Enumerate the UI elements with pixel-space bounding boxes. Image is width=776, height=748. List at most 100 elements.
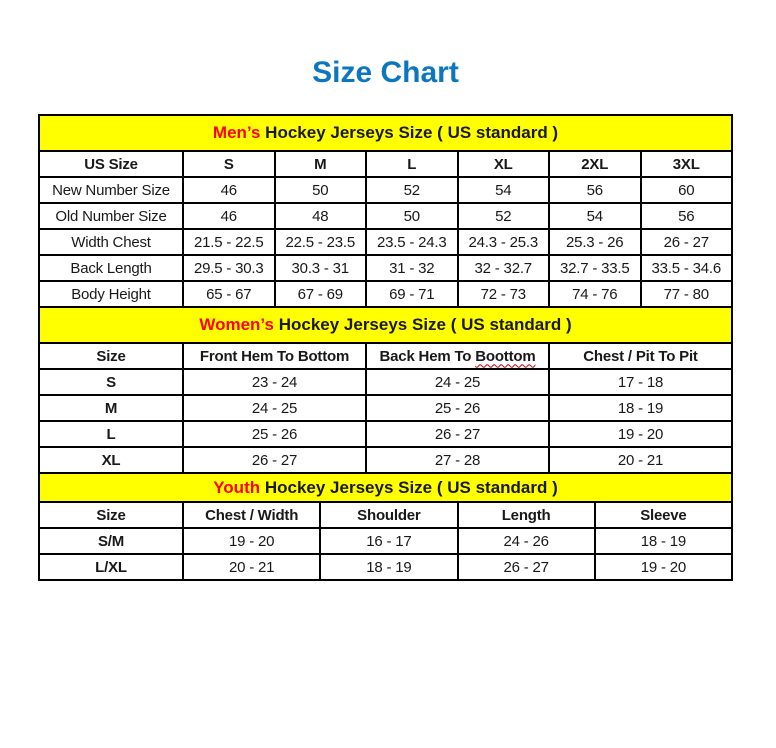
row-label: Old Number Size [38, 202, 184, 230]
cell: 67 - 69 [273, 280, 367, 308]
cell: 54 [548, 202, 642, 230]
table-row: Old Number Size 46 48 50 52 54 56 [38, 202, 733, 230]
cell: 33.5 - 34.6 [639, 254, 733, 282]
youth-section-title: Youth Hockey Jerseys Size ( US standard … [38, 472, 733, 503]
cell: 65 - 67 [182, 280, 276, 308]
mens-size-table: Men’s Hockey Jerseys Size ( US standard … [38, 114, 733, 308]
cell: 50 [273, 176, 367, 204]
cell: 56 [548, 176, 642, 204]
column-header: US Size [38, 150, 184, 178]
page-title: Size Chart [312, 56, 459, 89]
youth-section-title-highlight: Youth [213, 477, 261, 497]
womens-section-title-rest: Hockey Jerseys Size ( US standard ) [273, 315, 572, 334]
table-row: S 23 - 24 24 - 25 17 - 18 [38, 368, 733, 396]
youth-column-header-row: Size Chest / Width Shoulder Length Sleev… [38, 501, 734, 529]
youth-section-title-rest: Hockey Jerseys Size ( US standard ) [260, 477, 558, 497]
column-header: 2XL [548, 150, 642, 178]
mens-section-title: Men’s Hockey Jerseys Size ( US standard … [38, 114, 733, 152]
column-header: M [273, 150, 367, 178]
cell: 19 - 20 [593, 553, 734, 581]
column-header: Front Hem To Bottom [182, 342, 367, 370]
cell: 21.5 - 22.5 [182, 228, 276, 256]
table-row: M 24 - 25 25 - 26 18 - 19 [38, 394, 733, 422]
cell: 72 - 73 [456, 280, 550, 308]
cell: 25.3 - 26 [548, 228, 642, 256]
cell: 20 - 21 [548, 446, 733, 474]
row-label: M [38, 394, 184, 422]
cell: 29.5 - 30.3 [182, 254, 276, 282]
cell: 26 - 27 [639, 228, 733, 256]
womens-section-title: Women’s Hockey Jerseys Size ( US standar… [38, 306, 733, 344]
mens-column-header-row: US Size S M L XL 2XL 3XL [38, 150, 733, 178]
womens-section-header-row: Women’s Hockey Jerseys Size ( US standar… [38, 306, 733, 344]
row-label: L/XL [38, 553, 184, 581]
cell: 52 [456, 202, 550, 230]
column-header: 3XL [639, 150, 733, 178]
womens-section-title-highlight: Women’s [199, 315, 274, 334]
row-label: S [38, 368, 184, 396]
cell: 26 - 27 [182, 446, 367, 474]
cell: 18 - 19 [548, 394, 733, 422]
youth-size-table: Youth Hockey Jerseys Size ( US standard … [38, 472, 734, 581]
row-label: XL [38, 446, 184, 474]
cell: 20 - 21 [181, 553, 322, 581]
column-header: Sleeve [593, 501, 734, 529]
womens-column-header-row: Size Front Hem To Bottom Back Hem To Boo… [38, 342, 733, 370]
cell: 30.3 - 31 [273, 254, 367, 282]
cell: 27 - 28 [365, 446, 550, 474]
cell: 54 [456, 176, 550, 204]
cell: 24.3 - 25.3 [456, 228, 550, 256]
cell: 18 - 19 [319, 553, 459, 581]
row-label: Width Chest [38, 228, 184, 256]
cell: 48 [273, 202, 367, 230]
mens-section-title-rest: Hockey Jerseys Size ( US standard ) [260, 123, 559, 142]
column-header: L [365, 150, 459, 178]
table-row: L 25 - 26 26 - 27 19 - 20 [38, 420, 733, 448]
cell: 24 - 26 [456, 527, 596, 555]
mens-section-header-row: Men’s Hockey Jerseys Size ( US standard … [38, 114, 733, 152]
cell: 24 - 25 [365, 368, 550, 396]
cell: 69 - 71 [365, 280, 459, 308]
table-row: L/XL 20 - 21 18 - 19 26 - 27 19 - 20 [38, 553, 734, 581]
column-header: S [182, 150, 276, 178]
cell: 18 - 19 [593, 527, 734, 555]
cell: 56 [639, 202, 733, 230]
cell: 31 - 32 [365, 254, 459, 282]
cell: 26 - 27 [365, 420, 550, 448]
column-header: Size [38, 501, 184, 529]
table-row: S/M 19 - 20 16 - 17 24 - 26 18 - 19 [38, 527, 734, 555]
cell: 46 [182, 202, 276, 230]
youth-section-header-row: Youth Hockey Jerseys Size ( US standard … [38, 472, 733, 503]
column-header: Shoulder [319, 501, 459, 529]
column-header: Back Hem To Boottom [365, 342, 550, 370]
cell: 24 - 25 [182, 394, 367, 422]
table-row: Body Height 65 - 67 67 - 69 69 - 71 72 -… [38, 280, 733, 308]
cell: 16 - 17 [319, 527, 459, 555]
misspelled-word: Boottom [475, 347, 536, 365]
size-chart-document: Size Chart Men’s Hockey Jerseys Size ( U… [38, 56, 734, 581]
cell: 25 - 26 [365, 394, 550, 422]
table-row: Width Chest 21.5 - 22.5 22.5 - 23.5 23.5… [38, 228, 733, 256]
cell: 32 - 32.7 [456, 254, 550, 282]
cell: 77 - 80 [639, 280, 733, 308]
table-row: Back Length 29.5 - 30.3 30.3 - 31 31 - 3… [38, 254, 733, 282]
cell: 23.5 - 24.3 [365, 228, 459, 256]
row-label: L [38, 420, 184, 448]
womens-size-table: Women’s Hockey Jerseys Size ( US standar… [38, 306, 733, 474]
column-header: Chest / Pit To Pit [548, 342, 733, 370]
cell: 52 [365, 176, 459, 204]
row-label: Body Height [38, 280, 184, 308]
row-label: Back Length [38, 254, 184, 282]
row-label: S/M [38, 527, 184, 555]
column-header: Chest / Width [181, 501, 322, 529]
cell: 46 [182, 176, 276, 204]
mens-section-title-highlight: Men’s [212, 123, 261, 142]
column-header: Size [38, 342, 184, 370]
cell: 32.7 - 33.5 [548, 254, 642, 282]
cell: 17 - 18 [548, 368, 733, 396]
cell: 19 - 20 [181, 527, 322, 555]
cell: 26 - 27 [456, 553, 596, 581]
cell: 50 [365, 202, 459, 230]
cell: 60 [639, 176, 733, 204]
table-row: New Number Size 46 50 52 54 56 60 [38, 176, 733, 204]
